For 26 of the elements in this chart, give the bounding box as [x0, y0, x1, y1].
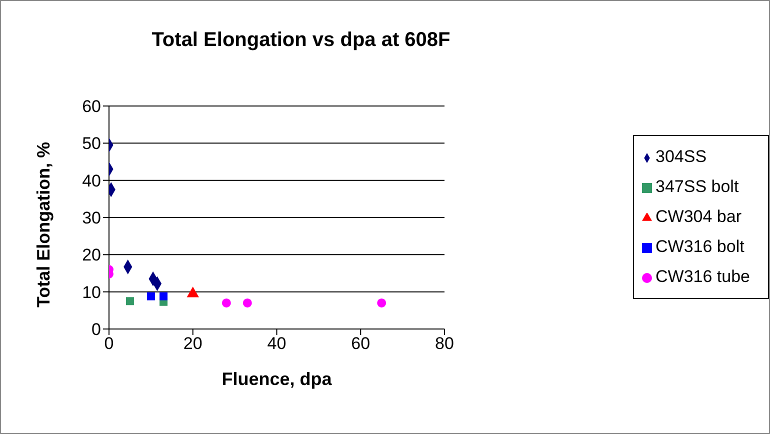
x-tick-label: 20 — [183, 334, 202, 354]
point — [160, 292, 168, 300]
x-tick-label: 0 — [104, 334, 114, 354]
point — [146, 292, 155, 300]
x-tick-label: 40 — [267, 334, 286, 354]
y-tick-label: 30 — [82, 208, 101, 228]
legend-label: CW316 tube — [656, 267, 750, 286]
legend-label: 304SS — [656, 147, 707, 166]
legend-label: CW304 bar — [656, 207, 742, 226]
y-tick-label: 10 — [82, 282, 101, 302]
point — [377, 298, 386, 308]
y-tick-label: 20 — [82, 246, 101, 265]
legend-label: 347SS bolt — [656, 177, 739, 196]
y-tick-label: 50 — [82, 134, 101, 154]
x-tick-label: 80 — [435, 334, 454, 354]
point — [126, 297, 134, 306]
x-tick-label: 60 — [351, 334, 370, 354]
chart-title: Total Elongation vs dpa at 608F — [150, 29, 452, 52]
y-tick-label: 60 — [82, 97, 101, 116]
y-tick-label: 0 — [92, 320, 101, 340]
y-tick-label: 40 — [82, 171, 101, 190]
point — [222, 298, 231, 308]
y-axis-title: Total Elongation, % — [33, 142, 54, 308]
x-axis-title: Fluence, dpa — [222, 369, 333, 389]
point — [242, 298, 252, 308]
legend-label: CW316 bolt — [656, 237, 744, 256]
